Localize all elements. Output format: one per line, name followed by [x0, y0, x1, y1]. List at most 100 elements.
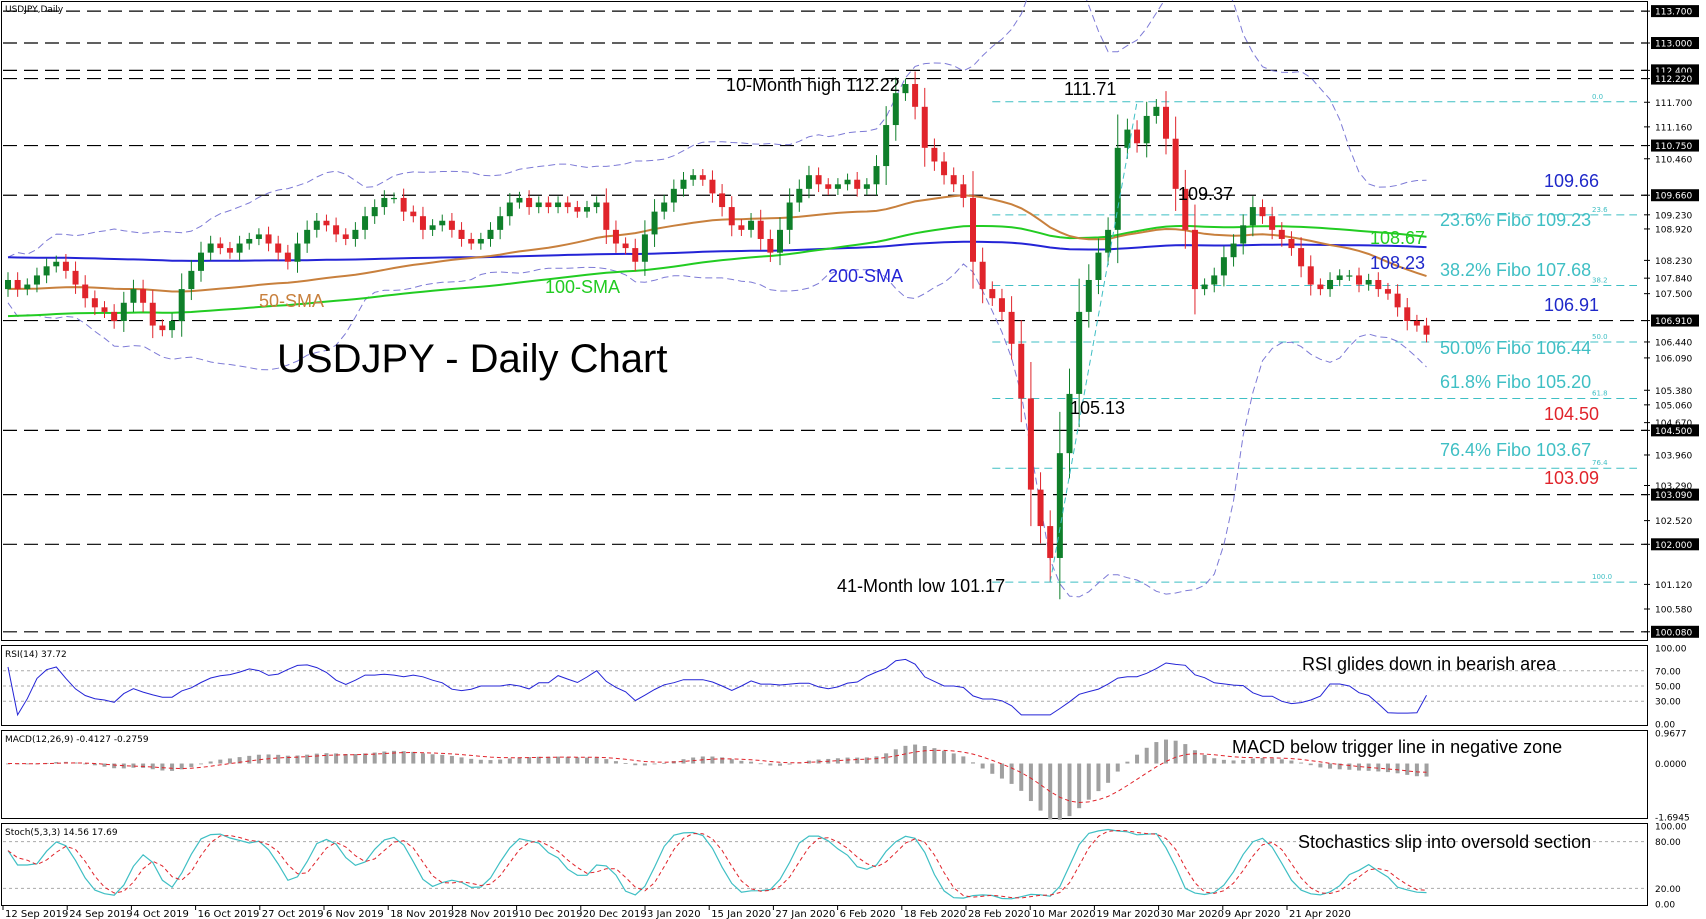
macd-histogram-bar [932, 748, 937, 764]
rsi-tick-label: 100.00 [1655, 645, 1687, 655]
macd-histogram-bar [1106, 763, 1111, 783]
macd-histogram-bar [1019, 763, 1024, 791]
macd-histogram-bar [1260, 758, 1265, 764]
price-tick-label: 103.290 [1655, 482, 1692, 492]
macd-histogram-bar [971, 762, 975, 764]
candle-body [198, 252, 204, 271]
macd-histogram-bar [353, 754, 358, 764]
candle-body [748, 220, 755, 230]
candle-body [1056, 453, 1063, 558]
candle-body [1317, 284, 1324, 290]
candle-body [458, 229, 465, 239]
candle-body [709, 179, 716, 194]
fibo-76-4-label: 76.4% Fibo 103.67 [1440, 440, 1591, 460]
candle-body [371, 207, 378, 217]
price-tag-box [1651, 189, 1699, 202]
macd-histogram-bar [420, 753, 425, 764]
candle-body [584, 207, 590, 212]
candle-body [1307, 266, 1314, 285]
macd-histogram-bar [546, 756, 551, 764]
candle-body [998, 298, 1005, 312]
price-tick-label: 104.670 [1655, 419, 1692, 429]
candle-body [1095, 252, 1102, 280]
price-tick-label: 110.460 [1655, 155, 1692, 165]
bollinger-bands [7, 0, 1427, 598]
candle-body [1413, 321, 1420, 326]
macd-histogram-bar [1385, 763, 1390, 773]
candle-body [1394, 293, 1401, 308]
candle-body [815, 175, 822, 185]
stoch-tick-label: 0.00 [1655, 901, 1675, 911]
stoch-d-line [7, 829, 1427, 899]
candle-body [1201, 284, 1208, 290]
price-tick-label: 112.400 [1655, 67, 1692, 77]
price-tick-label: 103.090 [1655, 491, 1692, 501]
sma100-value: 108.67 [1370, 228, 1425, 248]
candle-body [516, 197, 523, 203]
macd-histogram-bar [25, 763, 30, 765]
candle-body [632, 248, 639, 262]
macd-histogram-bar [430, 754, 435, 764]
candle-body [62, 261, 69, 271]
macd-histogram-bar [913, 744, 918, 764]
annot-swing: 109.37 [1178, 184, 1233, 204]
macd-histogram-bar [961, 756, 966, 764]
candle-body [1124, 129, 1131, 148]
macd-histogram-bar [150, 763, 155, 770]
candle-body [429, 225, 436, 230]
rsi-annotation: RSI glides down in bearish area [1302, 654, 1557, 674]
candle-body [1259, 207, 1266, 217]
candle-body [670, 188, 677, 203]
candle-body [439, 220, 446, 226]
candle-body [757, 220, 764, 239]
macd-histogram-bar [488, 760, 493, 764]
price-tick-label: 105.380 [1655, 387, 1692, 397]
macd-histogram-bar [1202, 754, 1207, 764]
macd-histogram-bar [623, 763, 628, 764]
macd-histogram-bar [507, 758, 512, 764]
price-tick-label: 113.000 [1655, 40, 1692, 50]
candle-body [603, 202, 610, 230]
candle-body [526, 197, 533, 208]
candle-body [699, 175, 706, 180]
macd-histogram-bar [1328, 763, 1333, 769]
macd-histogram-bar [372, 752, 377, 764]
candle-body [448, 220, 455, 230]
price-tick-label: 103.960 [1655, 451, 1692, 461]
candle-body [892, 93, 899, 126]
candle-body [1278, 229, 1285, 239]
annot-peak: 111.71 [1064, 79, 1116, 99]
price-tick-label: 101.120 [1655, 581, 1692, 591]
candle-body [169, 321, 176, 331]
macd-histogram-bar [1376, 763, 1381, 772]
sma100-line [7, 224, 1427, 318]
macd-pane [1, 730, 1648, 819]
time-tick-label: 10 Mar 2020 [1032, 909, 1095, 919]
macd-histogram-bar [459, 757, 464, 764]
time-tick-label: 3 Jan 2020 [647, 909, 701, 919]
candle-body [130, 289, 137, 303]
bollinger-band-line [7, 0, 1427, 258]
time-tick-label: 18 Feb 2020 [904, 909, 966, 919]
time-tick-label: 27 Oct 2019 [262, 909, 324, 919]
macd-histogram-bar [787, 763, 792, 765]
candle-body [468, 238, 475, 244]
price-tick-label: 106.090 [1655, 354, 1692, 364]
bollinger-band-line [7, 263, 1427, 598]
candle-body [159, 325, 166, 331]
rsi-pane [1, 645, 1648, 726]
macd-histogram-bar [314, 753, 319, 764]
candle-body [217, 243, 224, 249]
time-tick-label: 10 Dec 2019 [519, 909, 583, 919]
candle-body [1027, 398, 1034, 490]
macd-histogram-bar [585, 757, 589, 764]
price-tick-label: 108.230 [1655, 257, 1692, 267]
candle-body [1047, 526, 1054, 558]
candle-body [284, 252, 291, 262]
macd-histogram-bar [83, 763, 88, 765]
candle-body [342, 234, 349, 239]
fibo-ratio-label: 76.4 [1592, 459, 1608, 467]
candle-body [854, 179, 861, 189]
